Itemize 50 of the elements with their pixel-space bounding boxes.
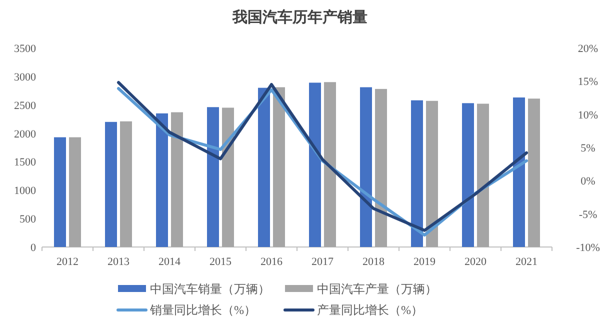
legend-label: 中国汽车产量（万辆） — [317, 282, 437, 296]
bar — [360, 87, 372, 247]
bar — [309, 82, 321, 247]
bar — [324, 82, 336, 247]
bar — [411, 100, 423, 247]
x-tick-label: 2019 — [414, 256, 436, 268]
bar — [171, 112, 183, 247]
bar — [375, 88, 387, 247]
x-tick-label: 2021 — [516, 256, 538, 268]
x-tick-label: 2014 — [158, 256, 181, 268]
bar — [426, 100, 438, 247]
x-tick-label: 2013 — [108, 256, 130, 268]
bar — [273, 87, 285, 247]
bar — [513, 97, 525, 247]
bar — [207, 107, 219, 247]
y-tick-label: 3500 — [14, 43, 36, 55]
y-tick-label: 1000 — [14, 185, 36, 198]
bar — [222, 108, 234, 247]
bar — [156, 113, 168, 247]
x-tick-label: 2020 — [464, 256, 487, 268]
y-tick-label: 500 — [20, 214, 36, 226]
y2-tick-label: 15% — [578, 76, 598, 88]
bar — [462, 103, 474, 247]
y2-tick-label: 5% — [580, 142, 596, 154]
y2-tick-label: -10% — [576, 242, 600, 254]
x-tick-label: 2015 — [210, 256, 232, 268]
bar — [477, 104, 489, 247]
y-tick-label: 3000 — [14, 71, 36, 84]
bar — [54, 137, 66, 247]
y2-tick-label: -5% — [578, 208, 598, 221]
x-tick-label: 2018 — [362, 256, 385, 268]
bar — [105, 122, 117, 247]
x-tick-label: 2012 — [56, 256, 78, 268]
y2-tick-label: 0% — [580, 176, 596, 188]
y-tick-label: 0 — [30, 242, 36, 254]
legend-label: 中国汽车销量（万辆） — [150, 282, 270, 296]
y-tick-label: 2500 — [14, 100, 36, 112]
bar — [528, 98, 540, 247]
bar — [258, 88, 270, 247]
legend-label: 销量同比增长（%） — [149, 303, 256, 317]
legend-label: 产量同比增长（%） — [317, 303, 423, 317]
bar — [69, 137, 81, 247]
y2-tick-label: 20% — [578, 43, 598, 55]
bar — [120, 121, 132, 247]
y2-tick-label: 10% — [578, 109, 598, 122]
x-tick-label: 2017 — [312, 256, 334, 268]
chart-title: 我国汽车历年产销量 — [232, 8, 368, 26]
y-tick-label: 1500 — [14, 156, 36, 169]
y-tick-label: 2000 — [14, 128, 36, 140]
x-tick-label: 2016 — [260, 256, 283, 268]
